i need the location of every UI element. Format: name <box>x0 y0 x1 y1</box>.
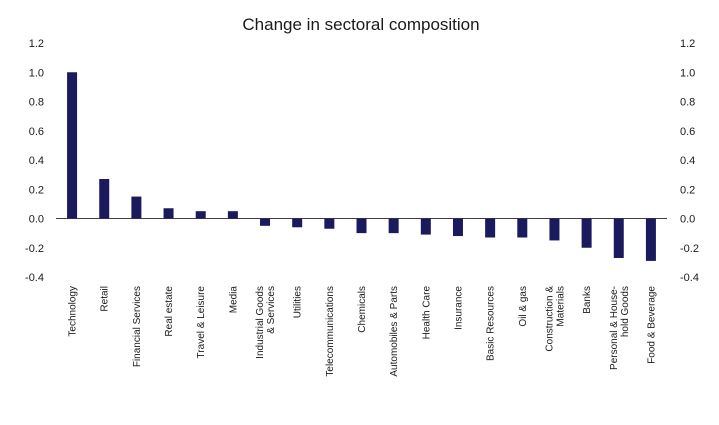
y-tick-label-left: 1.0 <box>29 67 44 79</box>
x-tick-label: Basic Resources <box>486 286 497 361</box>
bar <box>581 218 592 248</box>
x-tick-label: Banks <box>582 286 593 314</box>
y-tick-label-right: 0.0 <box>680 214 695 226</box>
bar <box>420 218 431 235</box>
x-tick-label: Construction &Materials <box>544 286 566 352</box>
x-tick-label: Financial Services <box>132 286 143 367</box>
bar <box>99 179 110 219</box>
bar <box>195 211 206 219</box>
bar <box>388 218 399 234</box>
bar <box>67 72 78 219</box>
x-tick-label: Technology <box>68 286 79 337</box>
y-tick-label-right: 0.6 <box>680 126 695 138</box>
y-tick-label-right: -0.4 <box>680 272 699 284</box>
x-tick-label: Media <box>228 286 239 314</box>
bar <box>260 218 271 226</box>
y-tick-label-right: 0.8 <box>680 97 695 109</box>
bar <box>356 218 367 234</box>
x-tick-label: Personal & House-hold Goods <box>609 286 631 370</box>
category-labels: Technology Retail Financial Services Real e… <box>68 286 658 377</box>
axes: 1.2 1.2 1.0 1.0 0.8 0.8 0.6 0.6 0.4 0.4 0.2 0.2 0.0 0… <box>25 38 699 284</box>
x-tick-label: Chemicals <box>357 286 368 333</box>
y-tick-label-left: 0.2 <box>29 184 44 196</box>
y-tick-label-left: -0.4 <box>25 272 44 284</box>
x-tick-label: Automobiles & Parts <box>389 286 400 377</box>
y-tick-label-right: 1.0 <box>680 67 695 79</box>
y-tick-label-right: 0.2 <box>680 184 695 196</box>
x-tick-label: Health Care <box>421 286 432 340</box>
x-tick-label: Retail <box>100 286 111 312</box>
y-tick-label-left: 1.2 <box>29 38 44 50</box>
bar <box>549 218 560 241</box>
x-tick-label: Oil & gas <box>518 286 529 327</box>
bar <box>163 208 174 219</box>
y-tick-label-left: 0.4 <box>29 155 44 167</box>
y-tick-label-right: -0.2 <box>680 243 699 255</box>
bar <box>517 218 528 238</box>
x-tick-label: Industrial Goods& Services <box>255 286 277 359</box>
y-tick-label-left: 0.6 <box>29 126 44 138</box>
bar <box>324 218 335 229</box>
x-tick-label: Insurance <box>453 286 464 330</box>
x-tick-label: Travel & Leisure <box>196 286 207 359</box>
y-tick-label-left: 0.8 <box>29 97 44 109</box>
bar <box>452 218 463 237</box>
bars <box>67 72 656 261</box>
bar <box>485 218 496 238</box>
bar <box>227 211 238 219</box>
y-tick-label-right: 0.4 <box>680 155 695 167</box>
bar <box>613 218 624 258</box>
chart-title: Change in sectoral composition <box>242 15 479 34</box>
bar <box>131 196 142 219</box>
y-tick-label-left: -0.2 <box>25 243 44 255</box>
bar <box>292 218 303 228</box>
y-tick-label-left: 0.0 <box>29 214 44 226</box>
x-tick-label: Real estate <box>164 286 175 337</box>
x-tick-label: Utilities <box>293 286 304 318</box>
x-tick-label: Food & Beverage <box>646 286 657 364</box>
y-tick-label-right: 1.2 <box>680 38 695 50</box>
bar <box>645 218 656 261</box>
x-tick-label: Telecommunications <box>325 286 336 377</box>
